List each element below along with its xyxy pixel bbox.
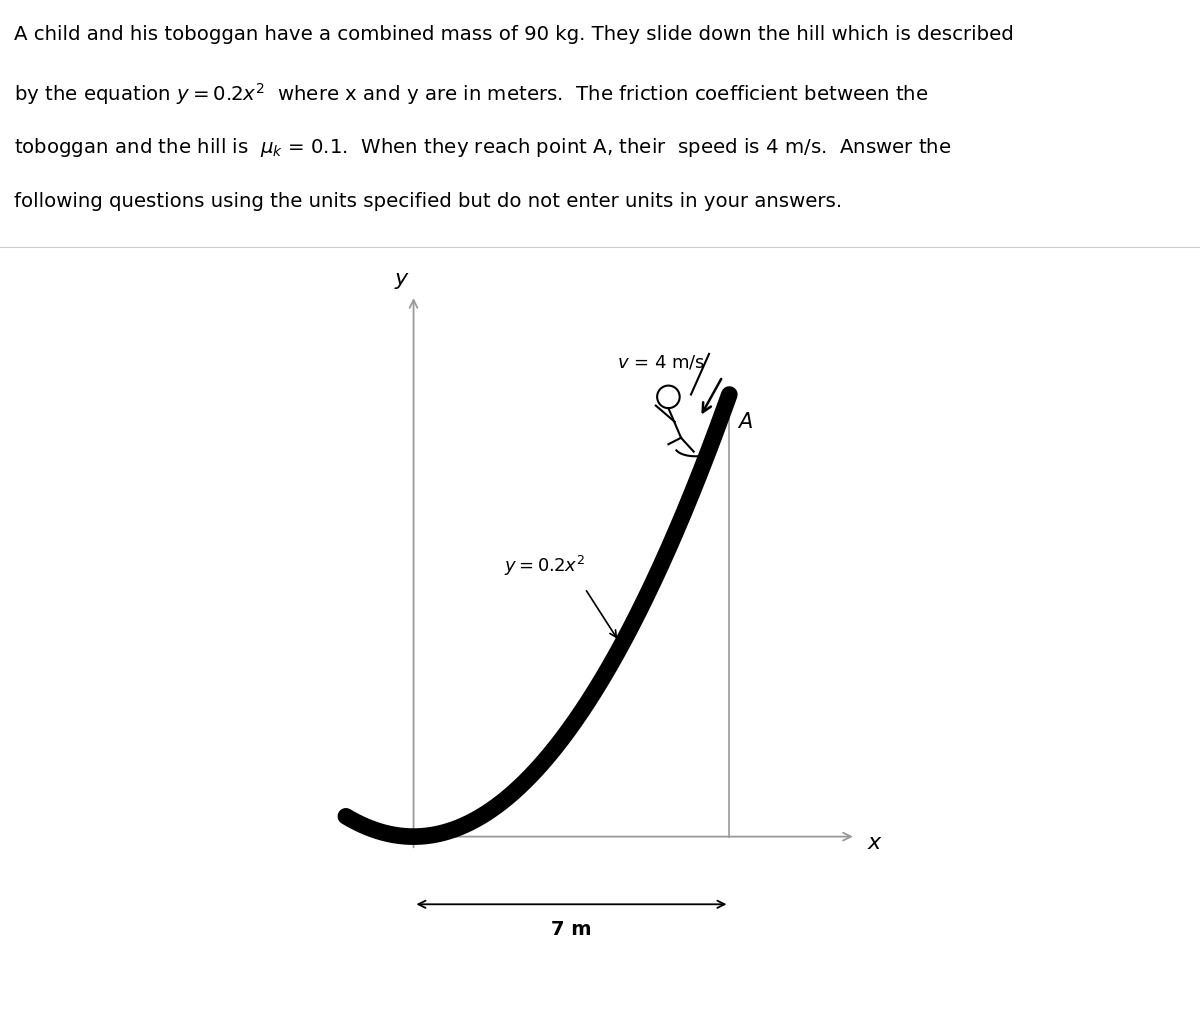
Text: following questions using the units specified but do not enter units in your ans: following questions using the units spec… [14,192,842,211]
Text: A child and his toboggan have a combined mass of 90 kg. They slide down the hill: A child and his toboggan have a combined… [14,25,1014,44]
Text: $x$: $x$ [866,833,883,853]
Text: $y$: $y$ [395,271,410,291]
Text: $v$ = 4 m/s: $v$ = 4 m/s [617,354,704,372]
Circle shape [658,386,679,408]
Text: 7 m: 7 m [551,920,592,939]
Text: $y = 0.2x^2$: $y = 0.2x^2$ [504,553,584,578]
Text: $A$: $A$ [738,411,754,431]
Text: by the equation $y = 0.2x^2$  where x and y are in meters.  The friction coeffic: by the equation $y = 0.2x^2$ where x and… [14,81,929,107]
Text: toboggan and the hill is  $\mu_k$ = 0.1.  When they reach point A, their  speed : toboggan and the hill is $\mu_k$ = 0.1. … [14,136,952,160]
